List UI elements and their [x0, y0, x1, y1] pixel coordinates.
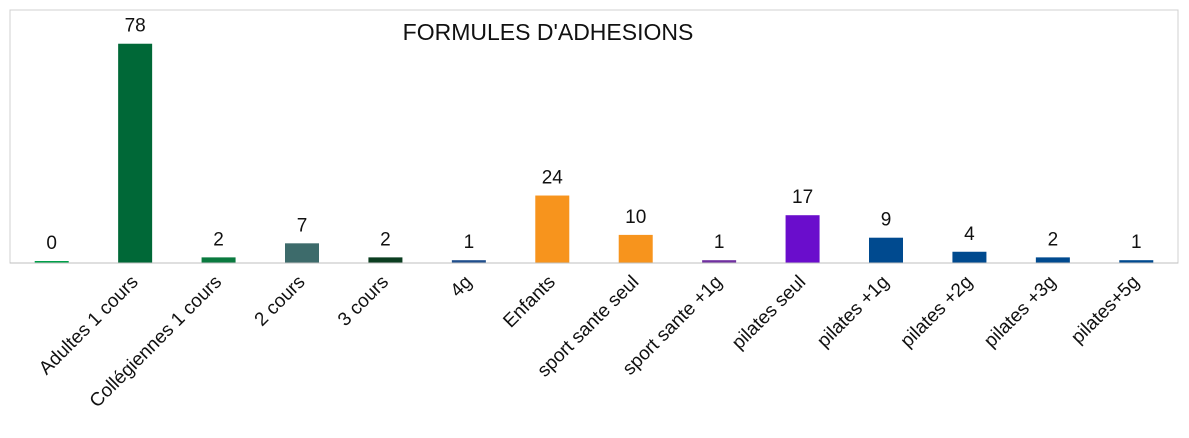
- x-tick-label: 2 cours: [251, 272, 310, 331]
- x-tick-label: pilates seul: [728, 272, 810, 354]
- value-label: 7: [297, 215, 308, 236]
- x-tick-label: 3 cours: [334, 272, 393, 331]
- x-tick-label: Enfants: [499, 272, 559, 332]
- bar: [535, 195, 570, 263]
- value-label: 1: [1131, 232, 1142, 253]
- value-label: 2: [1048, 229, 1059, 250]
- bar: [451, 260, 486, 263]
- bar: [118, 43, 153, 263]
- bar: [952, 251, 987, 263]
- plot-frame: [9, 9, 1179, 264]
- value-label: 24: [542, 168, 564, 189]
- bar: [368, 257, 403, 263]
- x-tick-label: pilates +1g: [813, 272, 893, 352]
- bar: [869, 237, 903, 263]
- x-tick-label: pilates +3g: [980, 272, 1060, 352]
- bar: [702, 260, 737, 263]
- value-label: 2: [213, 229, 224, 250]
- value-label: 4: [964, 224, 975, 245]
- value-label: 17: [792, 187, 813, 208]
- bar: [618, 234, 653, 263]
- x-tick-label: 4g: [447, 272, 477, 302]
- chart-title: FORMULES D'ADHESIONS: [403, 19, 694, 45]
- value-label: 1: [464, 232, 475, 253]
- value-label: 0: [46, 233, 57, 254]
- bar: [1035, 257, 1070, 263]
- value-label: 10: [625, 207, 646, 228]
- value-label: 9: [881, 210, 892, 231]
- value-label: 1: [714, 232, 725, 253]
- bar: [1119, 260, 1154, 263]
- bar: [34, 261, 69, 263]
- bar: [201, 257, 236, 263]
- value-label: 2: [380, 229, 391, 250]
- bar: [785, 215, 820, 263]
- bar: [285, 243, 319, 263]
- x-tick-label: pilates+5g: [1067, 272, 1143, 348]
- x-tick-label: pilates +2g: [897, 272, 977, 352]
- value-label: 78: [125, 16, 146, 37]
